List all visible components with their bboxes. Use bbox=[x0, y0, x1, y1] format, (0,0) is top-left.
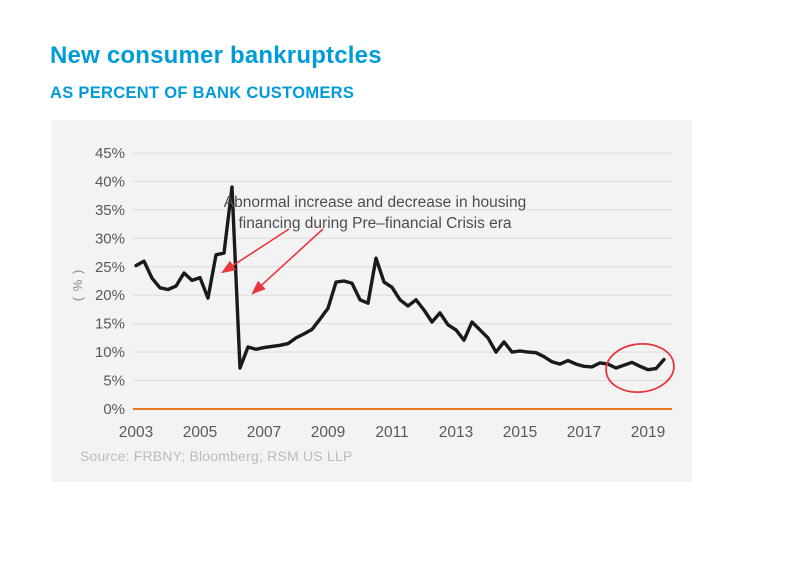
x-tick-label: 2013 bbox=[439, 424, 473, 441]
x-tick-label: 2011 bbox=[375, 424, 408, 441]
y-axis-ticks: 45% 40% 35% 30% 25% 20% 15% 10% 5% 0% bbox=[95, 145, 125, 418]
chart-title: New consumer bankruptcles bbox=[50, 42, 382, 69]
x-tick-label: 2003 bbox=[119, 424, 153, 441]
chart-panel: 45% 40% 35% 30% 25% 20% 15% 10% 5% 0% 2003 2005 200… bbox=[51, 120, 692, 482]
annotation-line-2: financing during Pre–financial Crisis er… bbox=[238, 215, 511, 232]
x-tick-label: 2009 bbox=[311, 424, 345, 441]
chart-subtitle: AS PERCENT OF BANK CUSTOMERS bbox=[50, 84, 355, 102]
x-tick-label: 2005 bbox=[183, 424, 217, 441]
x-tick-label: 2007 bbox=[247, 424, 281, 441]
x-axis-ticks: 2003 2005 2007 2009 2011 2013 2015 2017 2019 bbox=[119, 424, 665, 441]
y-tick-label: 5% bbox=[103, 373, 125, 390]
highlight-ellipse bbox=[605, 342, 675, 394]
x-tick-label: 2019 bbox=[631, 424, 665, 441]
annotation-line-1: Abnormal increase and decrease in housin… bbox=[224, 194, 526, 211]
source-note: Source: FRBNY; Bloomberg; RSM US LLP bbox=[80, 448, 352, 464]
line-chart: 45%40%35%30%25%20%15%10%5%0% 2003 2005 200… bbox=[70, 145, 675, 464]
x-tick-label: 2017 bbox=[567, 424, 601, 441]
y-tick-label: 30% bbox=[95, 230, 125, 247]
annotation-arrow-spike-down bbox=[251, 228, 324, 295]
y-tick-label: 40% bbox=[95, 173, 125, 190]
y-tick-label: 45% bbox=[95, 145, 125, 162]
y-tick-label: 15% bbox=[95, 316, 125, 333]
y-tick-label: 25% bbox=[95, 259, 125, 276]
series-line bbox=[134, 185, 666, 372]
y-tick-label: 0% bbox=[103, 401, 125, 418]
x-tick-label: 2015 bbox=[503, 424, 537, 441]
y-tick-label: 35% bbox=[95, 202, 125, 219]
y-tick-label: 10% bbox=[95, 344, 125, 361]
y-tick-label: 20% bbox=[95, 287, 125, 304]
y-axis-label: ( % ) bbox=[70, 269, 85, 301]
gridlines bbox=[133, 152, 672, 410]
annotation-arrow-spike-up bbox=[220, 228, 290, 274]
